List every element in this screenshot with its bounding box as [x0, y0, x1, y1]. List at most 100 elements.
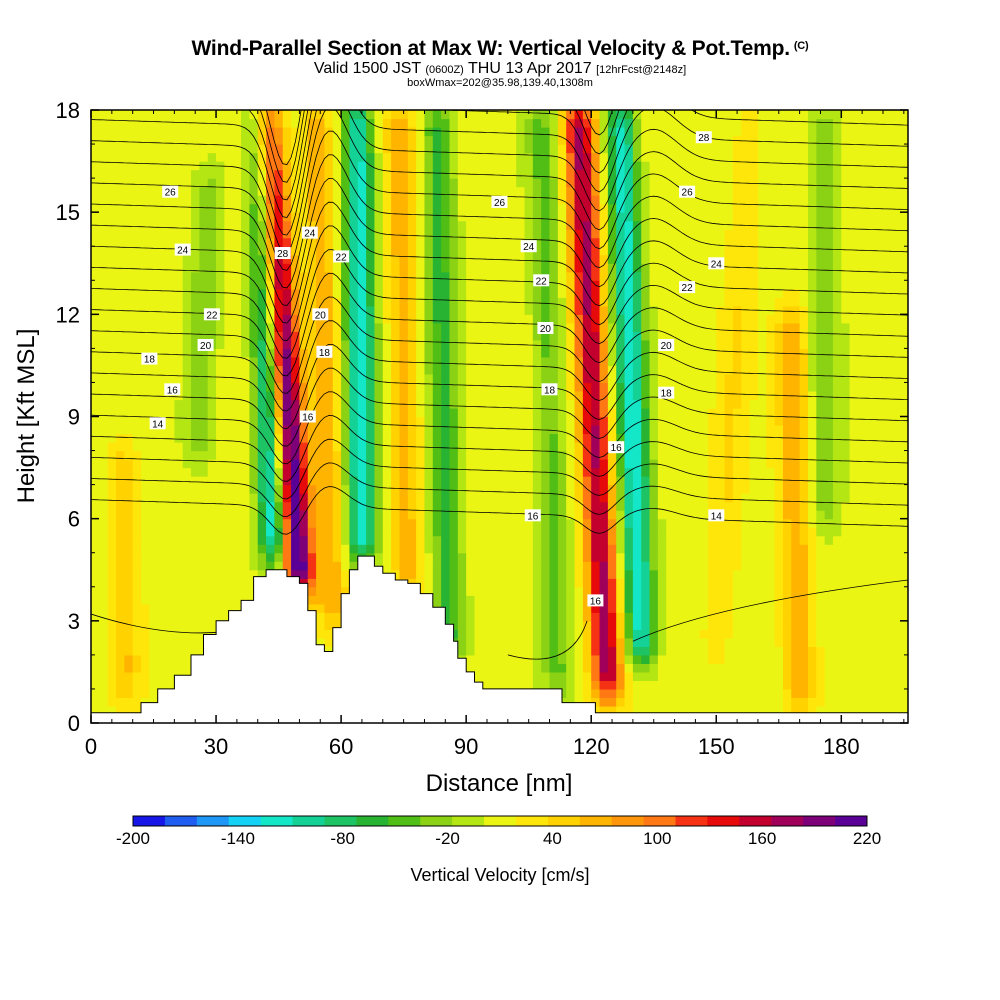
velocity-cell — [449, 305, 459, 315]
velocity-cell — [399, 373, 409, 384]
velocity-cell — [841, 212, 908, 222]
velocity-cell — [116, 493, 134, 503]
velocity-cell — [307, 586, 317, 596]
velocity-cell — [366, 195, 376, 205]
velocity-cell — [624, 425, 642, 435]
velocity-cell — [724, 399, 742, 409]
velocity-cell — [582, 339, 601, 349]
velocity-cell — [449, 280, 459, 290]
velocity-cell — [316, 407, 334, 418]
velocity-cell — [632, 356, 642, 367]
velocity-cell — [466, 263, 526, 273]
velocity-cell — [116, 680, 134, 690]
velocity-cell — [582, 637, 592, 647]
velocity-cell — [574, 467, 584, 477]
velocity-cell — [332, 169, 342, 179]
velocity-cell — [591, 518, 609, 528]
velocity-cell — [574, 544, 584, 554]
velocity-cell — [357, 254, 367, 264]
y-tick-label: 6 — [68, 507, 80, 532]
velocity-cell — [91, 169, 192, 179]
x-tick-label: 30 — [204, 734, 228, 759]
velocity-cell — [182, 356, 192, 367]
velocity-cell — [816, 569, 908, 579]
velocity-cell — [624, 603, 634, 613]
velocity-cell — [641, 459, 651, 469]
velocity-cell — [591, 305, 601, 315]
velocity-cell — [816, 578, 908, 588]
velocity-cell — [266, 339, 276, 349]
velocity-cell — [741, 331, 759, 341]
velocity-cell — [549, 152, 559, 162]
velocity-cell — [516, 118, 526, 128]
velocity-cell — [266, 467, 276, 477]
velocity-cell — [782, 629, 792, 639]
velocity-cell — [582, 220, 592, 230]
velocity-cell — [582, 382, 592, 392]
velocity-cell — [541, 425, 559, 435]
velocity-cell — [224, 322, 242, 332]
velocity-cell — [591, 450, 601, 460]
velocity-cell — [757, 161, 809, 171]
colorbar-tick-label: 220 — [853, 829, 881, 848]
contour-label-text: 20 — [315, 310, 327, 321]
velocity-cell — [707, 552, 742, 562]
velocity-cell — [107, 569, 117, 579]
velocity-cell — [766, 399, 776, 409]
velocity-cell — [616, 161, 626, 171]
velocity-cell — [807, 620, 817, 630]
velocity-cell — [841, 527, 908, 537]
velocity-cell — [382, 442, 392, 452]
velocity-cell — [549, 297, 559, 307]
velocity-cell — [624, 331, 634, 341]
velocity-cell — [624, 637, 634, 647]
velocity-cell — [549, 161, 559, 171]
velocity-cell — [624, 169, 634, 179]
velocity-cell — [382, 348, 392, 358]
velocity-cell — [466, 390, 534, 401]
velocity-cell — [774, 510, 784, 520]
velocity-cell — [424, 280, 434, 290]
velocity-cell — [599, 484, 609, 494]
velocity-cell — [782, 680, 792, 690]
velocity-cell — [141, 476, 250, 486]
velocity-cell — [532, 254, 542, 264]
velocity-cell — [532, 382, 542, 392]
velocity-cell — [541, 246, 551, 256]
velocity-cell — [457, 544, 467, 554]
velocity-cell — [432, 442, 442, 452]
velocity-cell — [549, 433, 559, 443]
velocity-cell — [441, 595, 451, 605]
velocity-cell — [416, 510, 426, 520]
velocity-cell — [716, 390, 726, 401]
velocity-cell — [457, 569, 467, 579]
velocity-cell — [591, 476, 601, 486]
velocity-cell — [807, 280, 817, 290]
velocity-cell — [641, 476, 651, 486]
velocity-cell — [832, 416, 851, 426]
velocity-cell — [349, 288, 359, 298]
velocity-cell — [549, 178, 559, 188]
velocity-cell — [816, 518, 842, 528]
velocity-cell — [466, 535, 534, 545]
velocity-cell — [366, 178, 376, 188]
velocity-cell — [441, 416, 451, 426]
velocity-cell — [532, 561, 542, 571]
velocity-cell — [557, 654, 567, 664]
velocity-cell — [357, 237, 367, 247]
velocity-cell — [599, 646, 609, 656]
velocity-cell — [141, 493, 250, 503]
velocity-cell — [274, 535, 284, 545]
velocity-cell — [91, 578, 109, 588]
velocity-cell — [416, 186, 426, 196]
velocity-cell — [599, 314, 609, 324]
velocity-cell — [91, 195, 192, 205]
velocity-cell — [632, 144, 642, 154]
velocity-cell — [116, 688, 134, 699]
velocity-cell — [207, 442, 217, 452]
velocity-cell — [91, 152, 209, 162]
velocity-cell — [724, 288, 759, 298]
potential-temperature-contours — [91, 110, 908, 660]
velocity-cell — [307, 169, 326, 179]
velocity-cell — [307, 501, 317, 511]
